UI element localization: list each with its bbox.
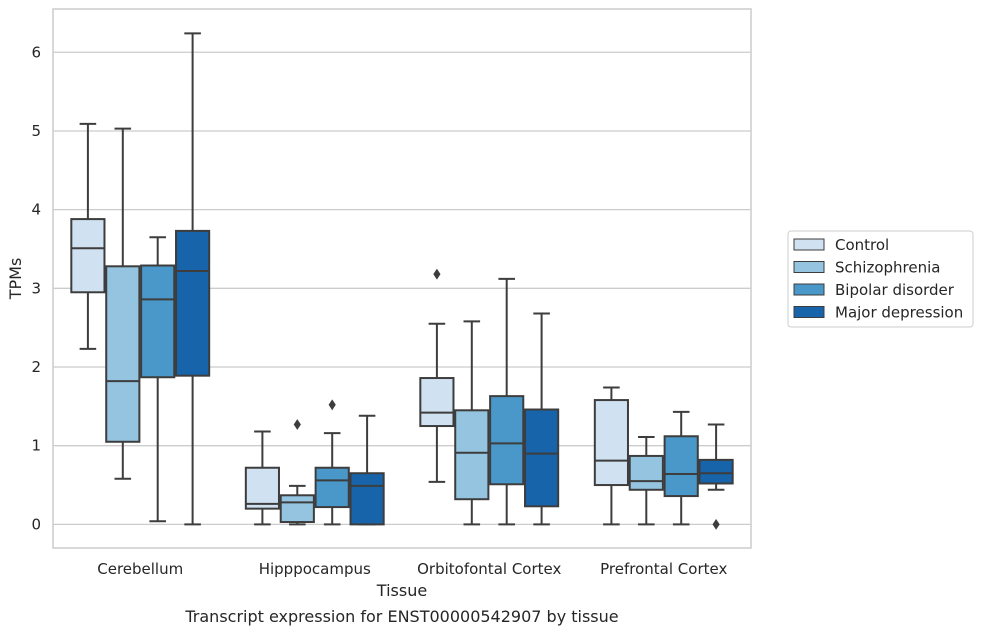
legend-label: Bipolar disorder [835, 281, 955, 299]
box-control [419, 268, 455, 483]
x-tick-label: Hipppocampus [259, 560, 371, 578]
box-bipolar-disorder [314, 399, 350, 526]
box-control [244, 430, 280, 526]
legend-swatch [793, 283, 825, 296]
box-body [628, 454, 664, 491]
x-tick-label: Orbitofontal Cortex [417, 560, 561, 578]
legend-swatch [793, 238, 825, 251]
box-control [593, 386, 629, 526]
box-schizophrenia [279, 419, 315, 526]
legend-swatch [793, 306, 825, 318]
legend-swatch [793, 261, 825, 273]
y-tick-label: 6 [31, 43, 41, 61]
box-body [489, 395, 525, 486]
y-tick-label: 1 [31, 437, 41, 455]
legend-label: Major depression [835, 304, 963, 322]
box-body [279, 494, 315, 524]
box-major-depression [175, 32, 211, 526]
box-body [663, 435, 699, 498]
figure-caption: Transcript expression for ENST0000054290… [184, 607, 618, 626]
x-tick-label: Prefrontal Cortex [600, 560, 727, 578]
box-body [349, 472, 385, 526]
y-tick-label: 0 [31, 515, 41, 533]
box-schizophrenia [454, 320, 490, 526]
box-body [314, 466, 350, 509]
box-bipolar-disorder [140, 236, 176, 523]
box-body [593, 399, 629, 487]
x-axis-title: Tissue [376, 581, 427, 600]
legend-frame [787, 230, 974, 328]
x-tick-label: Cerebellum [97, 560, 183, 578]
box-schizophrenia [105, 127, 141, 480]
box-major-depression [524, 312, 560, 526]
box-body [698, 458, 734, 485]
box-body [105, 265, 141, 443]
legend: Control Schizophrenia Bipolar disorder Majo… [787, 230, 974, 328]
box-body [244, 466, 280, 510]
outlier-point [712, 518, 720, 530]
y-tick-label: 4 [31, 201, 41, 219]
box-bipolar-disorder [489, 277, 525, 526]
legend-label: Schizophrenia [835, 259, 940, 277]
outlier-point [293, 419, 301, 430]
y-tick-label: 2 [31, 358, 41, 376]
box-body [175, 229, 211, 377]
box-control [70, 122, 106, 350]
box-body [140, 264, 176, 379]
box-body [70, 218, 106, 294]
box-bipolar-disorder [663, 410, 699, 526]
box-major-depression [349, 414, 385, 526]
box-major-depression [698, 423, 734, 530]
box-body [454, 409, 490, 501]
outlier-point [328, 399, 336, 411]
x-tick-labels: Cerebellum Hipppocampus Orbitofontal Corte… [97, 560, 727, 578]
box-body [524, 408, 560, 508]
y-tick-label: 5 [31, 122, 41, 140]
box-body [419, 377, 455, 428]
legend-label: Control [835, 236, 889, 254]
box-series [70, 32, 734, 530]
outlier-point [433, 268, 441, 280]
plot-area-frame [52, 8, 752, 549]
y-tick-labels: 0 1 2 3 4 5 6 [31, 43, 41, 533]
y-axis-title: TPMs [6, 258, 25, 301]
y-tick-label: 3 [31, 279, 41, 297]
box-schizophrenia [628, 436, 664, 526]
